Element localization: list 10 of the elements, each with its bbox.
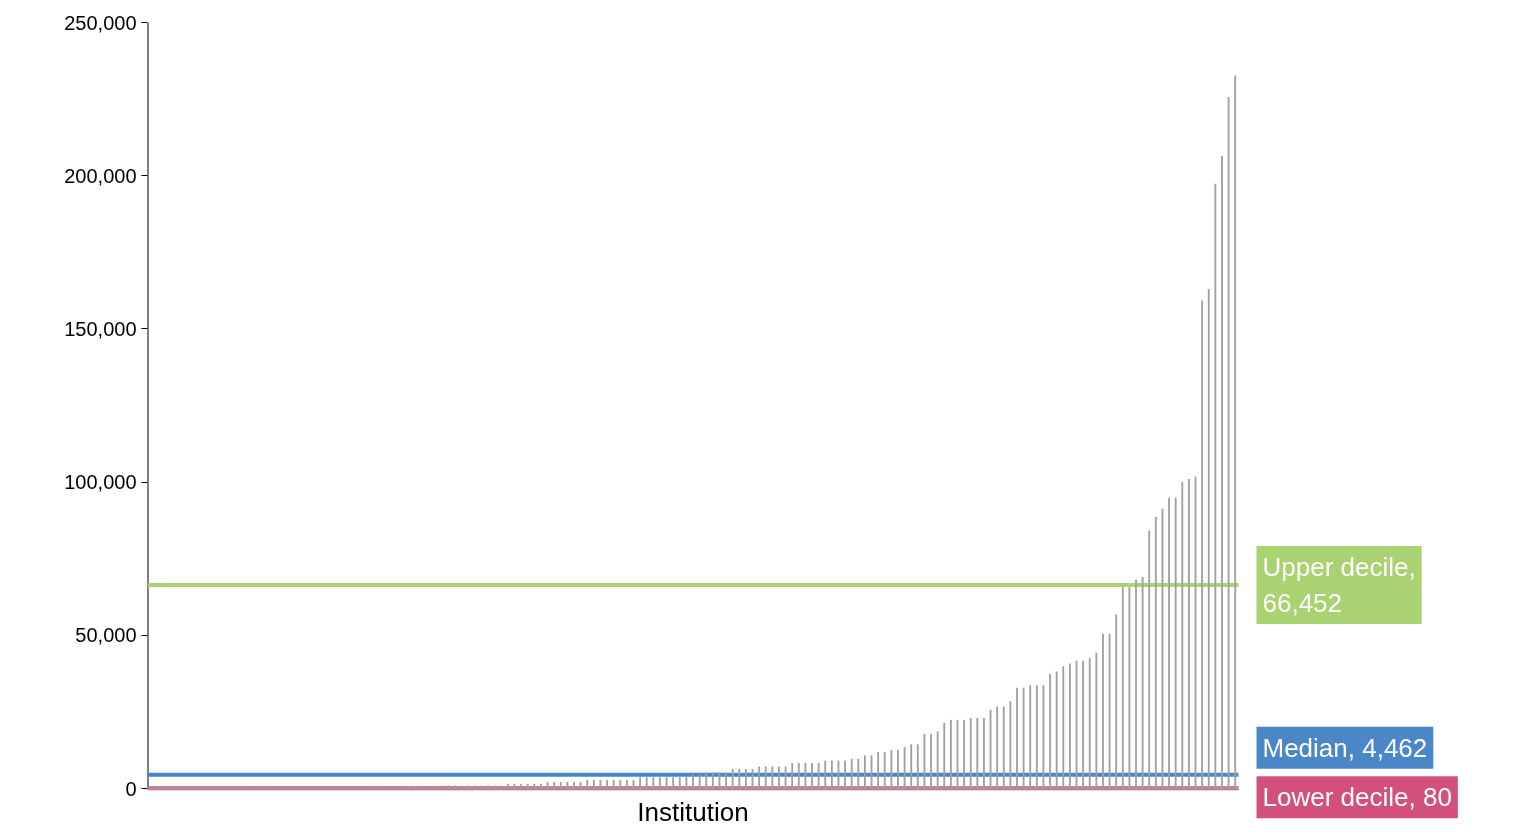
- ref-line-label: Median, 4,462: [1262, 732, 1428, 763]
- x-axis-title: Institution: [637, 796, 749, 827]
- ref-line-label: Upper decile, 66,452: [1262, 551, 1416, 618]
- ref-line-label: Lower decile, 80: [1262, 782, 1452, 813]
- y-tick-label: 100,000: [64, 471, 137, 494]
- y-tick-label: 150,000: [64, 317, 137, 340]
- y-tick-label: 200,000: [64, 164, 137, 187]
- y-tick-label: 50,000: [75, 624, 137, 647]
- y-tick-label: 250,000: [64, 11, 137, 34]
- y-tick-label: 0: [125, 777, 137, 800]
